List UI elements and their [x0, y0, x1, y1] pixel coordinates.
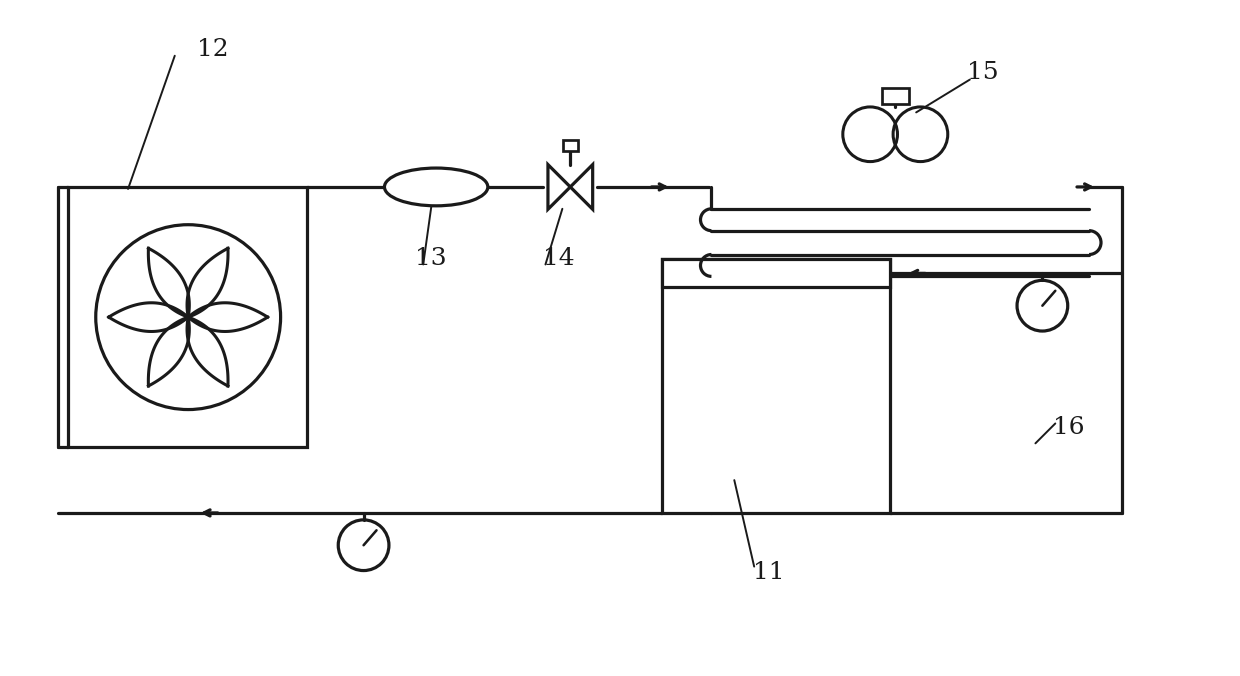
Bar [662, 260, 890, 287]
Text: 12: 12 [197, 39, 228, 62]
Bar [882, 88, 909, 104]
Bar [68, 187, 308, 448]
Bar [662, 260, 890, 513]
Text: 11: 11 [754, 561, 785, 584]
Ellipse shape [384, 168, 487, 206]
Text: 16: 16 [1054, 416, 1085, 439]
Bar [563, 140, 578, 151]
Polygon shape [548, 164, 570, 210]
Polygon shape [570, 164, 593, 210]
Text: 13: 13 [415, 247, 446, 270]
Text: 15: 15 [967, 61, 998, 84]
Text: 14: 14 [543, 247, 574, 270]
